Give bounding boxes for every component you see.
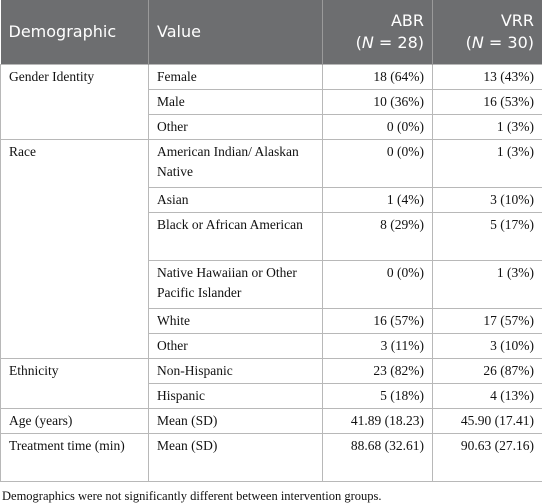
row-label: Mean (SD) — [149, 409, 323, 434]
cell-value: 1 (3%) — [433, 261, 542, 309]
cell-value: 18 (64%) — [323, 65, 433, 90]
cell-value: 17 (57%) — [433, 309, 542, 334]
row-label: Male — [149, 90, 323, 115]
cell-value: 16 (53%) — [433, 90, 542, 115]
row-label: Other — [149, 334, 323, 359]
cell-value: 0 (0%) — [323, 261, 433, 309]
cell-value: 4 (13%) — [433, 384, 542, 409]
cell-value: 5 (18%) — [323, 384, 433, 409]
group-label: Gender Identity — [1, 65, 149, 140]
row-label: Non-Hispanic — [149, 359, 323, 384]
cell-value: 0 (0%) — [323, 115, 433, 140]
group-label: Treatment time (min) — [1, 434, 149, 482]
row-label: Native Hawaiian or Other Pacific Islande… — [149, 261, 323, 309]
cell-value: 16 (57%) — [323, 309, 433, 334]
cell-value: 8 (29%) — [323, 213, 433, 261]
header-n: = 30) — [484, 33, 534, 52]
header-text: Demographic — [9, 22, 117, 41]
cell-value: 5 (17%) — [433, 213, 542, 261]
group-label: Race — [1, 140, 149, 359]
row-label: Black or African American — [149, 213, 323, 261]
column-header: Demographic — [1, 0, 149, 65]
table-row: Treatment time (min)Mean (SD)88.68 (32.6… — [1, 434, 542, 482]
cell-value: 0 (0%) — [323, 140, 433, 188]
cell-value: 23 (82%) — [323, 359, 433, 384]
row-label: Hispanic — [149, 384, 323, 409]
header-n: = 28) — [374, 33, 424, 52]
cell-value: 3 (11%) — [323, 334, 433, 359]
cell-value: 26 (87%) — [433, 359, 542, 384]
cell-value: 1 (3%) — [433, 140, 542, 188]
header-n: N — [362, 33, 374, 52]
row-label: Female — [149, 65, 323, 90]
column-header: Value — [149, 0, 323, 65]
group-label: Age (years) — [1, 409, 149, 434]
header-text: VRR — [501, 11, 534, 30]
cell-value: 10 (36%) — [323, 90, 433, 115]
cell-value: 1 (3%) — [433, 115, 542, 140]
column-header: ABR(N = 28) — [323, 0, 433, 65]
cell-value: 45.90 (17.41) — [433, 409, 542, 434]
cell-value: 3 (10%) — [433, 334, 542, 359]
cell-value: 13 (43%) — [433, 65, 542, 90]
demographics-table: Demographic Value ABR(N = 28)VRR(N = 30) G… — [0, 0, 542, 482]
row-label: White — [149, 309, 323, 334]
group-label: Ethnicity — [1, 359, 149, 409]
column-header: VRR(N = 30) — [433, 0, 542, 65]
row-label: Mean (SD) — [149, 434, 323, 482]
row-label: Other — [149, 115, 323, 140]
cell-value: 1 (4%) — [323, 188, 433, 213]
header-n: N — [472, 33, 484, 52]
cell-value: 41.89 (18.23) — [323, 409, 433, 434]
header-text: ABR — [391, 11, 424, 30]
row-label: American Indian/ Alaskan Native — [149, 140, 323, 188]
header-row: Demographic Value ABR(N = 28)VRR(N = 30) — [1, 0, 542, 65]
footnote: Demographics were not significantly diff… — [0, 482, 542, 504]
cell-value: 88.68 (32.61) — [323, 434, 433, 482]
header-text: Value — [157, 22, 201, 41]
cell-value: 90.63 (27.16) — [433, 434, 542, 482]
table-row: Age (years)Mean (SD)41.89 (18.23)45.90 (… — [1, 409, 542, 434]
cell-value: 3 (10%) — [433, 188, 542, 213]
row-label: Asian — [149, 188, 323, 213]
